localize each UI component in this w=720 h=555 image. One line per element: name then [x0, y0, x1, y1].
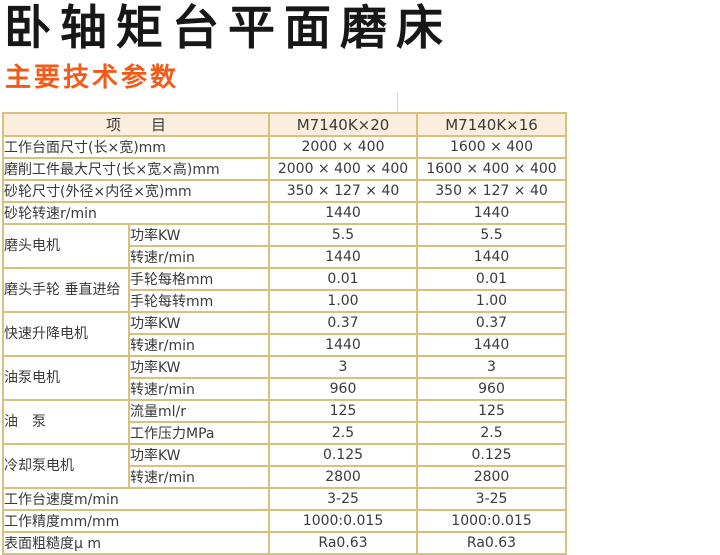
- cell-label: 表面粗糙度μ m: [1, 531, 271, 555]
- row-handwheel-per-revolution: 手轮每转mm 1.00 1.00: [3, 289, 568, 313]
- cell-value: Ra0.63: [416, 531, 568, 555]
- cell-param: 转速r/min: [127, 245, 271, 269]
- row-coolant-pump-motor-power: 冷却泵电机 功率KW 0.125 0.125: [2, 443, 568, 489]
- cell-value: 960: [268, 377, 419, 401]
- cell-value: 1440: [268, 333, 419, 357]
- cell-value: 1440: [268, 201, 419, 225]
- cell-param: 流量ml/r: [127, 399, 271, 423]
- cell-value: 350 × 127 × 40: [268, 179, 419, 203]
- cell-value: 0.125: [268, 443, 419, 467]
- cell-value: 5.5: [416, 223, 568, 247]
- cell-label: 工作精度mm/mm: [1, 509, 271, 533]
- cell-value: 1000:0.015: [416, 509, 568, 533]
- cell-param: 功率KW: [127, 355, 271, 379]
- row-wheel-size: 砂轮尺寸(外径×内径×宽)mm 350 × 127 × 40 350 × 127…: [1, 179, 568, 203]
- cell-param: 功率KW: [127, 443, 271, 467]
- cell-group-label: 油 泵: [2, 399, 130, 445]
- cell-group-label: 快速升降电机: [2, 311, 130, 357]
- cell-value: 1440: [416, 245, 568, 269]
- cell-param: 手轮每格mm: [127, 267, 271, 291]
- row-work-accuracy: 工作精度mm/mm 1000:0.015 1000:0.015: [1, 509, 568, 533]
- cell-param: 工作压力MPa: [127, 421, 271, 445]
- cell-value: 1.00: [416, 289, 568, 313]
- cell-group-label: 磨头手轮 垂直进给: [2, 267, 130, 313]
- cell-value: 2000 × 400 × 400: [268, 157, 419, 181]
- cell-value: 1440: [416, 201, 568, 225]
- row-table-speed: 工作台速度m/min 3-25 3-25: [1, 487, 568, 511]
- row-worktable-surface-size: 工作台面尺寸(长×宽)mm 2000 × 400 1600 × 400: [1, 135, 568, 159]
- cell-label: 砂轮尺寸(外径×内径×宽)mm: [1, 179, 271, 203]
- cell-value: 5.5: [268, 223, 419, 247]
- cell-value: 2000 × 400: [268, 135, 419, 159]
- cell-value: 1000:0.015: [268, 509, 419, 533]
- row-oil-pump-motor-speed: 转速r/min 960 960: [3, 377, 568, 401]
- cell-value: Ra0.63: [268, 531, 419, 555]
- cell-value: 3-25: [416, 487, 568, 511]
- cell-value: 1.00: [268, 289, 419, 313]
- cell-value: 350 × 127 × 40: [416, 179, 568, 203]
- cell-param: 转速r/min: [127, 465, 271, 489]
- cell-value: 2800: [416, 465, 568, 489]
- cell-param: 转速r/min: [127, 333, 271, 357]
- cell-value: 125: [268, 399, 419, 423]
- row-wheel-speed: 砂轮转速r/min 1440 1440: [1, 201, 568, 225]
- cell-value: 125: [416, 399, 568, 423]
- row-handwheel-per-graduation: 磨头手轮 垂直进给 手轮每格mm 0.01 0.01: [2, 267, 568, 313]
- cell-param: 转速r/min: [127, 377, 271, 401]
- cell-group-label: 冷却泵电机: [2, 443, 130, 489]
- cell-group-label: 油泵电机: [2, 355, 130, 401]
- cell-value: 0.37: [268, 311, 419, 335]
- page-subtitle: 主要技术参数: [5, 63, 180, 93]
- cell-value: 3: [268, 355, 419, 379]
- cell-value: 2.5: [416, 421, 568, 445]
- row-oil-pump-motor-power: 油泵电机 功率KW 3 3: [2, 355, 568, 401]
- row-surface-roughness: 表面粗糙度μ m Ra0.63 Ra0.63: [1, 531, 568, 555]
- cell-label: 工作台面尺寸(长×宽)mm: [1, 135, 271, 159]
- table-header-row: 项 目 M7140K×20 M7140K×16: [1, 112, 568, 137]
- scan-artifact-line: [397, 92, 398, 112]
- col-header-model-1: M7140K×20: [268, 112, 419, 137]
- cell-group-label: 磨头电机: [2, 223, 130, 269]
- page-title: 卧轴矩台平面磨床: [4, 1, 452, 56]
- cell-value: 0.01: [416, 267, 568, 291]
- cell-value: 960: [416, 377, 568, 401]
- col-header-model-2: M7140K×16: [416, 112, 568, 137]
- row-oil-pump-flow: 油 泵 流量ml/r 125 125: [2, 399, 568, 445]
- cell-value: 2.5: [268, 421, 419, 445]
- row-max-workpiece-size: 磨削工件最大尺寸(长×宽×高)mm 2000 × 400 × 400 1600 …: [1, 157, 568, 181]
- cell-value: 2800: [268, 465, 419, 489]
- row-grinding-head-motor-speed: 转速r/min 1440 1440: [3, 245, 568, 269]
- cell-label: 工作台速度m/min: [1, 487, 271, 511]
- cell-value: 1440: [416, 333, 568, 357]
- cell-param: 功率KW: [127, 223, 271, 247]
- cell-value: 1600 × 400 × 400: [416, 157, 568, 181]
- row-rapid-lift-motor-speed: 转速r/min 1440 1440: [3, 333, 568, 357]
- cell-param: 功率KW: [127, 311, 271, 335]
- cell-value: 1600 × 400: [416, 135, 568, 159]
- cell-value: 0.01: [268, 267, 419, 291]
- row-coolant-pump-motor-speed: 转速r/min 2800 2800: [3, 465, 568, 489]
- col-header-item: 项 目: [1, 112, 271, 137]
- cell-value: 0.125: [416, 443, 568, 467]
- row-rapid-lift-motor-power: 快速升降电机 功率KW 0.37 0.37: [2, 311, 568, 357]
- cell-value: 3: [416, 355, 568, 379]
- spec-table: 项 目 M7140K×20 M7140K×16 工作台面尺寸(长×宽)mm 20…: [1, 112, 568, 555]
- cell-value: 1440: [268, 245, 419, 269]
- cell-label: 磨削工件最大尺寸(长×宽×高)mm: [1, 157, 271, 181]
- row-grinding-head-motor-power: 磨头电机 功率KW 5.5 5.5: [2, 223, 568, 269]
- cell-value: 0.37: [416, 311, 568, 335]
- cell-label: 砂轮转速r/min: [1, 201, 271, 225]
- cell-value: 3-25: [268, 487, 419, 511]
- row-oil-pump-pressure: 工作压力MPa 2.5 2.5: [3, 421, 568, 445]
- cell-param: 手轮每转mm: [127, 289, 271, 313]
